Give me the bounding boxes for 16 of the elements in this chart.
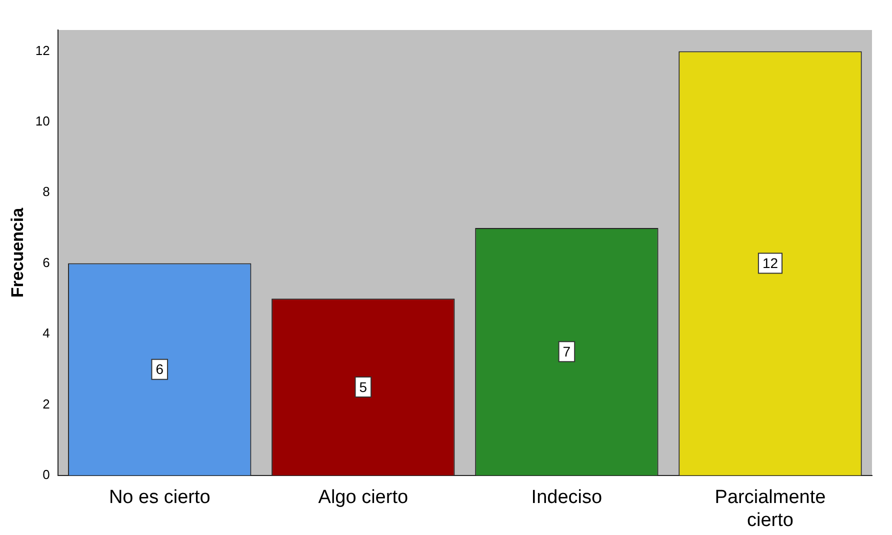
data-label: 6 [156,361,164,378]
y-tick-label: 2 [42,396,50,412]
y-tick-label: 6 [42,254,50,270]
data-label: 5 [359,378,368,395]
y-tick-label: 12 [35,42,50,58]
data-label: 12 [762,255,778,272]
y-axis-title: Frecuencia [8,207,27,298]
y-tick-label: 10 [35,113,50,128]
y-tick-label: 8 [42,184,50,200]
data-label: 7 [562,344,571,360]
x-tick-label: Indeciso [531,487,602,508]
y-tick-label: 4 [42,326,50,341]
x-tick-label: Parcialmente cierto [714,487,826,531]
x-tick-label: No es cierto [108,487,210,508]
y-tick-label: 0 [42,466,50,482]
x-tick-label: Algo cierto [318,487,408,508]
